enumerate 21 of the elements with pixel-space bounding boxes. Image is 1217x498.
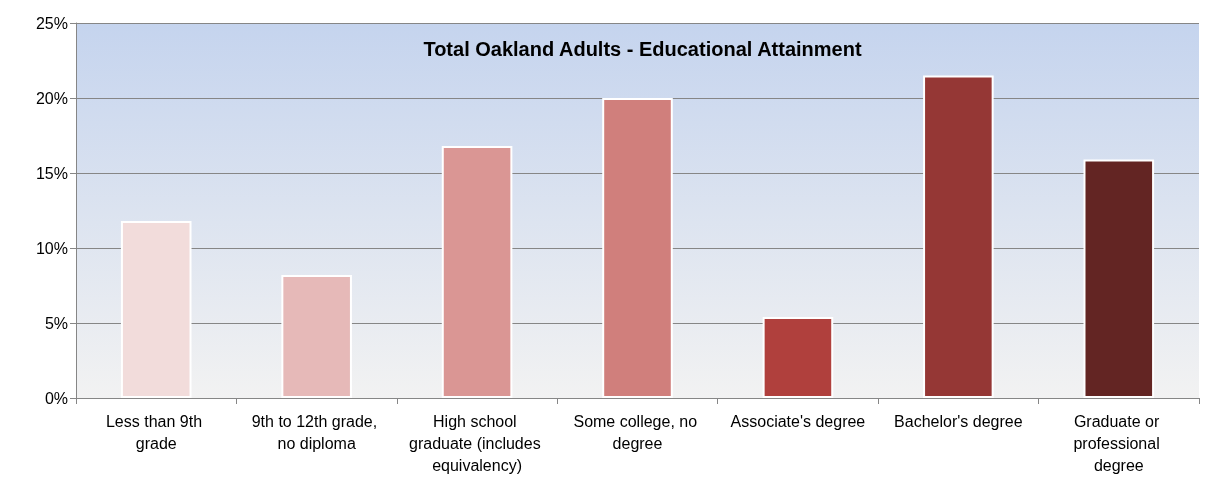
- x-tick-label: Less than 9th grade: [105, 412, 207, 452]
- x-tick-label: High school graduate (includes equivalency): [409, 412, 546, 474]
- bar: [923, 75, 994, 398]
- y-tick-label: 5%: [44, 314, 68, 332]
- bar: [762, 317, 834, 398]
- text: Total Oakland Adults - Educational Attainment: [423, 38, 862, 60]
- bar: [120, 221, 192, 398]
- y-tick-label: 10%: [35, 239, 68, 257]
- x-tick-label: Some college, no degree: [573, 412, 702, 452]
- x-tick-label: Associate's degree: [730, 412, 866, 430]
- x-tick-label: 9th to 12th grade, no diploma: [251, 412, 382, 452]
- y-tick-label: 0%: [44, 389, 68, 407]
- y-tick-label: 20%: [35, 89, 68, 107]
- y-tick-label: 25%: [35, 14, 68, 32]
- bar: [1083, 159, 1155, 398]
- bar: [602, 98, 673, 398]
- x-tick-label: Graduate or professional degree: [1073, 412, 1165, 474]
- bar: [441, 146, 513, 398]
- x-tick-label: Bachelor's degree: [894, 412, 1023, 430]
- bar: [281, 275, 352, 398]
- y-tick-label: 15%: [35, 164, 68, 182]
